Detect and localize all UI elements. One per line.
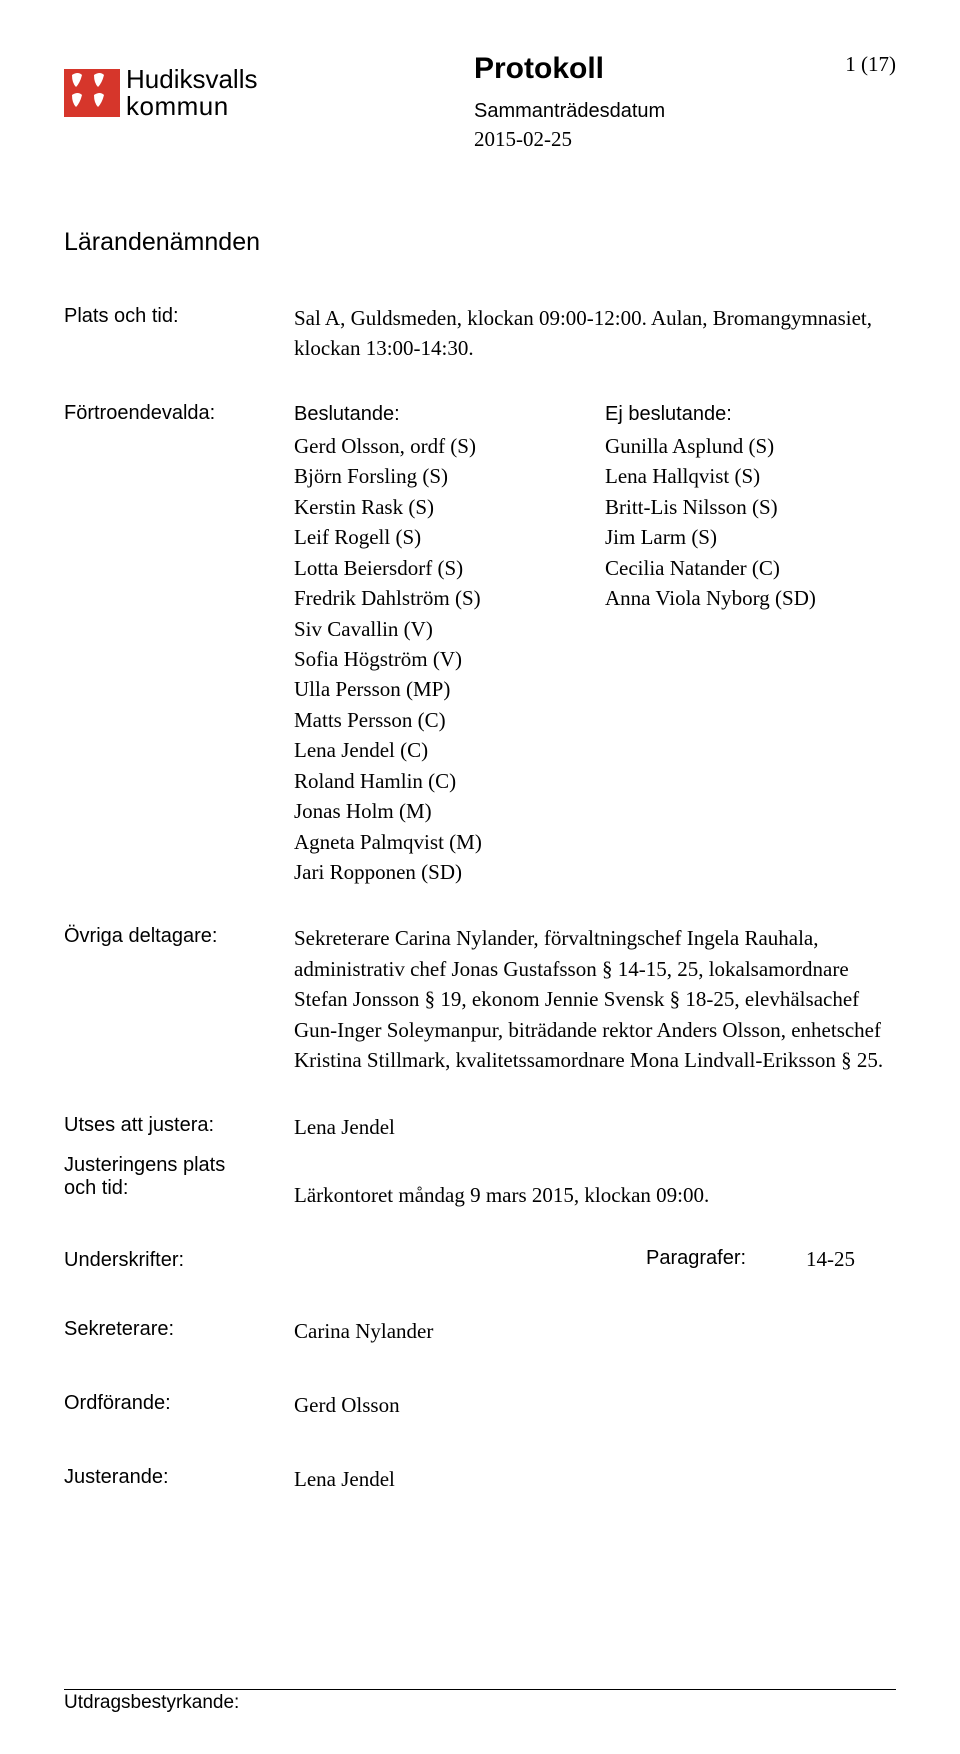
value-utses: Lena Jendel (294, 1112, 896, 1142)
label-ovriga: Övriga deltagare: (64, 923, 294, 1075)
doc-date: 2015-02-25 (474, 127, 896, 152)
logo-text: Hudiksvalls kommun (126, 66, 258, 121)
committee-name: Lärandenämnden (64, 228, 896, 257)
value-sekreterare: Carina Nylander (294, 1316, 896, 1346)
row-justerande: Justerande: Lena Jendel (64, 1464, 896, 1494)
footer-line (64, 1689, 896, 1690)
list-item: Jim Larm (S) (605, 522, 896, 552)
list-item: Fredrik Dahlström (S) (294, 583, 585, 613)
list-item: Britt-Lis Nilsson (S) (605, 492, 896, 522)
list-item: Siv Cavallin (V) (294, 614, 585, 644)
doc-title: Protokoll (474, 52, 896, 86)
label-justplats-2: och tid: (64, 1177, 294, 1200)
value-ordforande: Gerd Olsson (294, 1390, 896, 1420)
head-beslutande: Beslutande: (294, 400, 585, 429)
col-beslutande: Beslutande: Gerd Olsson, ordf (S)Björn F… (294, 400, 585, 888)
row-ovriga: Övriga deltagare: Sekreterare Carina Nyl… (64, 923, 896, 1075)
list-item: Roland Hamlin (C) (294, 766, 585, 796)
list-item: Cecilia Natander (C) (605, 553, 896, 583)
label-paragrafer: Paragrafer: (646, 1247, 806, 1272)
list-item: Anna Viola Nyborg (SD) (605, 583, 896, 613)
page-number: 1 (17) (845, 52, 896, 77)
page: 1 (17) Hudiksvalls kommun (0, 0, 960, 1754)
row-justplats: Justeringens plats och tid: Lärkontoret … (64, 1152, 896, 1210)
label-ordforande: Ordförande: (64, 1390, 294, 1420)
underskrifter-mid (294, 1247, 646, 1272)
list-item: Kerstin Rask (S) (294, 492, 585, 522)
label-fortroende: Förtroendevalda: (64, 400, 294, 888)
logo-text-bottom: kommun (126, 93, 258, 120)
list-item: Ulla Persson (MP) (294, 674, 585, 704)
logo-block: Hudiksvalls kommun (64, 52, 294, 121)
row-fortroende: Förtroendevalda: Beslutande: Gerd Olsson… (64, 400, 896, 888)
label-justplats-1: Justeringens plats (64, 1154, 294, 1177)
list-beslutande: Gerd Olsson, ordf (S)Björn Forsling (S)K… (294, 431, 585, 888)
list-item: Jonas Holm (M) (294, 796, 585, 826)
row-ordforande: Ordförande: Gerd Olsson (64, 1390, 896, 1420)
list-ej-beslutande: Gunilla Asplund (S)Lena Hallqvist (S)Bri… (605, 431, 896, 614)
logo: Hudiksvalls kommun (64, 66, 294, 121)
col-ej-beslutande: Ej beslutande: Gunilla Asplund (S)Lena H… (605, 400, 896, 888)
list-item: Gunilla Asplund (S) (605, 431, 896, 461)
value-paragrafer: 14-25 (806, 1247, 896, 1272)
value-fortroende: Beslutande: Gerd Olsson, ordf (S)Björn F… (294, 400, 896, 888)
label-justplats: Justeringens plats och tid: (64, 1152, 294, 1210)
value-ovriga: Sekreterare Carina Nylander, förvaltning… (294, 923, 896, 1075)
title-block: Protokoll Sammanträdesdatum 2015-02-25 (294, 52, 896, 152)
header: Hudiksvalls kommun Protokoll Sammanträde… (64, 52, 896, 152)
label-underskrifter: Underskrifter: (64, 1247, 294, 1272)
list-item: Agneta Palmqvist (M) (294, 827, 585, 857)
row-plats: Plats och tid: Sal A, Guldsmeden, klocka… (64, 303, 896, 364)
footer-label: Utdragsbestyrkande: (64, 1692, 896, 1714)
list-item: Lena Jendel (C) (294, 735, 585, 765)
shield-icon (64, 69, 120, 117)
label-plats: Plats och tid: (64, 303, 294, 364)
value-justerande: Lena Jendel (294, 1464, 896, 1494)
label-utses: Utses att justera: (64, 1112, 294, 1142)
list-item: Lotta Beiersdorf (S) (294, 553, 585, 583)
body: Plats och tid: Sal A, Guldsmeden, klocka… (64, 303, 896, 1495)
list-item: Matts Persson (C) (294, 705, 585, 735)
label-justerande: Justerande: (64, 1464, 294, 1494)
value-justplats: Lärkontoret måndag 9 mars 2015, klockan … (294, 1152, 896, 1210)
row-sekreterare: Sekreterare: Carina Nylander (64, 1316, 896, 1346)
doc-subtitle: Sammanträdesdatum (474, 100, 896, 123)
list-item: Sofia Högström (V) (294, 644, 585, 674)
logo-text-top: Hudiksvalls (126, 66, 258, 93)
head-ej-beslutande: Ej beslutande: (605, 400, 896, 429)
row-utses: Utses att justera: Lena Jendel (64, 1112, 896, 1142)
list-item: Leif Rogell (S) (294, 522, 585, 552)
list-item: Björn Forsling (S) (294, 461, 585, 491)
list-item: Jari Ropponen (SD) (294, 857, 585, 887)
label-sekreterare: Sekreterare: (64, 1316, 294, 1346)
list-item: Gerd Olsson, ordf (S) (294, 431, 585, 461)
signature-block: Sekreterare: Carina Nylander Ordförande:… (64, 1316, 896, 1495)
footer: Utdragsbestyrkande: (64, 1689, 896, 1714)
list-item: Lena Hallqvist (S) (605, 461, 896, 491)
value-plats: Sal A, Guldsmeden, klockan 09:00-12:00. … (294, 303, 896, 364)
row-underskrifter: Underskrifter: Paragrafer: 14-25 (64, 1247, 896, 1272)
